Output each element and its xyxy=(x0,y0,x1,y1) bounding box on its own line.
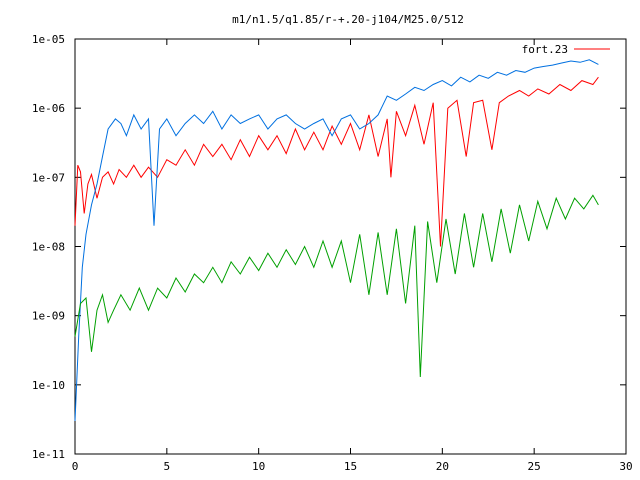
series-line-1 xyxy=(74,59,599,422)
x-tick-label: 5 xyxy=(164,460,171,473)
axis-ticks: 0 5 10 15 20 25 30 1e-11 1e-10 1e-09 1e-08 1e-07 1e-… xyxy=(32,33,633,473)
y-tick-label: 1e-09 xyxy=(32,310,65,323)
x-tick-label: 10 xyxy=(252,460,265,473)
plot-frame xyxy=(74,38,627,455)
chart-title: m1/n1.5/q1.85/r-+.20-j104/M25.0/512 xyxy=(232,13,464,26)
y-tick-label: 1e-07 xyxy=(32,171,65,184)
legend-label-fort23: fort.23 xyxy=(522,43,568,56)
series-line-2 xyxy=(74,194,599,378)
x-tick-label: 0 xyxy=(72,460,79,473)
y-tick-label: 1e-08 xyxy=(32,241,65,254)
x-tick-label: 15 xyxy=(344,460,357,473)
series-line-0 xyxy=(74,76,599,247)
legend: fort.23 xyxy=(522,43,610,56)
x-tick-label: 20 xyxy=(436,460,449,473)
y-tick-label: 1e-10 xyxy=(32,379,65,392)
y-tick-label: 1e-05 xyxy=(32,33,65,46)
y-tick-label: 1e-11 xyxy=(32,448,65,461)
y-tick-label: 1e-06 xyxy=(32,102,65,115)
x-tick-label: 30 xyxy=(619,460,632,473)
x-tick-label: 25 xyxy=(528,460,541,473)
series-layer xyxy=(74,59,599,422)
